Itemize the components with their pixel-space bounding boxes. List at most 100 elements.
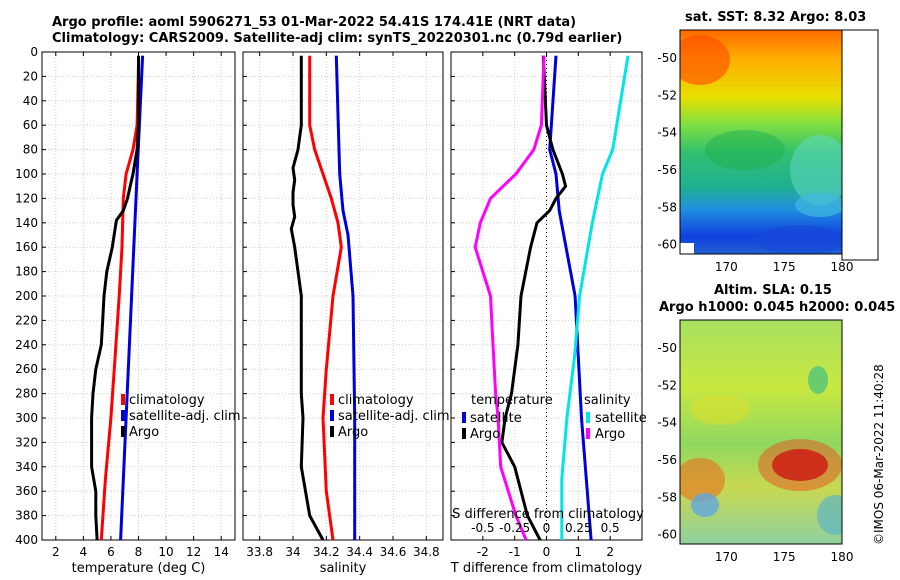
sla-axes-frame: [679, 319, 843, 545]
depth-tick-label: 40: [23, 94, 38, 108]
legend-label: climatology: [129, 393, 205, 408]
sst-y-tick-label: -54: [657, 126, 677, 140]
panel-3-x-tick-label: 2: [606, 545, 614, 559]
legend-sal-swatch: [586, 412, 590, 423]
legend-temperature-heading: temperature: [471, 393, 553, 408]
sst-x-tick-label: 180: [831, 260, 854, 274]
panel-3-xlabel-top: S difference from climatology: [452, 507, 644, 522]
depth-tick-label: 280: [15, 387, 38, 401]
legend-temp-swatch: [462, 412, 466, 423]
panel-1-x-tick-label: 4: [80, 545, 88, 559]
sla-x-tick-label: 170: [715, 550, 738, 564]
panel-2-x-tick-label: 34.8: [413, 545, 440, 559]
legend-temp-label: Argo: [470, 427, 500, 442]
panel-3-x-tick-label: -1: [509, 545, 521, 559]
sla-title-line1: Altim. SLA: 0.15: [714, 283, 832, 298]
sst-x-tick-label: 175: [773, 260, 796, 274]
sst-axes-frame: [841, 29, 879, 261]
panel-3-x2-tick-label: -0.25: [499, 521, 530, 535]
depth-tick-label: 300: [15, 411, 38, 425]
legend-label: climatology: [338, 393, 414, 408]
panel-1-x-tick-label: 6: [107, 545, 115, 559]
depth-tick-label: 60: [23, 118, 38, 132]
sla-y-tick-label: -54: [657, 416, 677, 430]
legend-sal-label: Argo: [595, 427, 625, 442]
sst-y-tick-label: -52: [657, 88, 677, 102]
legend-sal-swatch: [586, 428, 590, 439]
series-satellite-adj-clim: [334, 55, 357, 540]
panel-3-x2-tick-label: -0.5: [471, 521, 494, 535]
panel-1-x-tick-label: 14: [214, 545, 229, 559]
depth-tick-label: 80: [23, 143, 38, 157]
depth-tick-label: 20: [23, 69, 38, 83]
panel-3-x2-tick-label: 0.25: [565, 521, 592, 535]
figure-title-line2: Climatology: CARS2009. Satellite-adj cli…: [52, 31, 623, 46]
legend-swatch-1: [121, 394, 125, 405]
legend-swatch-2: [330, 410, 334, 421]
panel-3-x-tick-label: -2: [477, 545, 489, 559]
panel-3-x-tick-label: 1: [575, 545, 583, 559]
figure-title-line1: Argo profile: aoml 5906271_53 01-Mar-202…: [52, 15, 577, 30]
series-t-argo: [500, 55, 568, 541]
series-climatology: [99, 64, 140, 541]
panel-2-frame: [242, 51, 444, 541]
series-t-satellite: [548, 55, 593, 541]
sst-y-tick-label: -60: [657, 238, 677, 252]
legend-temp-swatch: [462, 428, 466, 439]
depth-tick-label: 340: [15, 460, 38, 474]
sla-x-tick-label: 180: [831, 550, 854, 564]
sla-y-tick-label: -50: [657, 341, 677, 355]
depth-tick-label: 180: [15, 265, 38, 279]
depth-tick-label: 100: [15, 167, 38, 181]
sst-heatmap: [680, 30, 842, 254]
panel-2-x-tick-label: 34.6: [380, 545, 407, 559]
depth-tick-label: 320: [15, 435, 38, 449]
legend-label: Argo: [129, 425, 159, 440]
legend-label: Argo: [338, 425, 368, 440]
legend-label: satellite-adj. clim: [338, 409, 450, 424]
legend-temp-label: satellite: [470, 411, 522, 426]
legend-swatch-1: [121, 426, 125, 437]
sla-y-tick-label: -52: [657, 378, 677, 392]
depth-tick-label: 380: [15, 509, 38, 523]
panel-2-xlabel: salinity: [320, 561, 367, 576]
panel-3-x-tick-label: 0: [543, 545, 551, 559]
depth-tick-label: 260: [15, 362, 38, 376]
panel-1-x-tick-label: 2: [52, 545, 60, 559]
panel-3-x2-tick-label: 0.5: [601, 521, 620, 535]
depth-tick-label: 220: [15, 313, 38, 327]
legend-label: satellite-adj. clim: [129, 409, 241, 424]
sla-x-tick-label: 175: [773, 550, 796, 564]
depth-tick-label: 120: [15, 191, 38, 205]
sla-y-tick-label: -58: [657, 490, 677, 504]
depth-tick-label: 200: [15, 289, 38, 303]
series-s-satellite: [560, 55, 630, 540]
panel-1-xlabel: temperature (deg C): [72, 561, 206, 576]
sst-y-tick-label: -50: [657, 51, 677, 65]
sla-y-tick-label: -60: [657, 528, 677, 542]
series-s-argo: [473, 55, 546, 541]
panel-1-frame: [41, 51, 236, 541]
sst-y-tick-label: -58: [657, 200, 677, 214]
panel-2-x-tick-label: 33.8: [246, 545, 273, 559]
panel-2-x-tick-label: 34: [285, 545, 300, 559]
panel-1-x-tick-label: 8: [135, 545, 143, 559]
panel-1-x-tick-label: 10: [158, 545, 173, 559]
panel-2-x-tick-label: 34.4: [346, 545, 373, 559]
legend-salinity-heading: salinity: [584, 393, 631, 408]
panel-2-x-tick-label: 34.2: [313, 545, 340, 559]
sla-title-line2: Argo h1000: 0.045 h2000: 0.045: [659, 300, 896, 315]
legend-swatch-2: [330, 426, 334, 437]
series-climatology: [308, 55, 343, 541]
panel-3-x2-tick-label: 0: [543, 521, 551, 535]
legend-sal-label: satellite: [595, 411, 647, 426]
sla-y-tick-label: -56: [657, 453, 677, 467]
sst-y-tick-label: -56: [657, 163, 677, 177]
panel-3-xlabel: T difference from climatology: [450, 561, 643, 576]
sst-title: sat. SST: 8.32 Argo: 8.03: [685, 10, 867, 25]
depth-tick-label: 400: [15, 533, 38, 547]
legend-swatch-2: [330, 394, 334, 405]
depth-tick-label: 360: [15, 484, 38, 498]
depth-tick-label: 140: [15, 216, 38, 230]
